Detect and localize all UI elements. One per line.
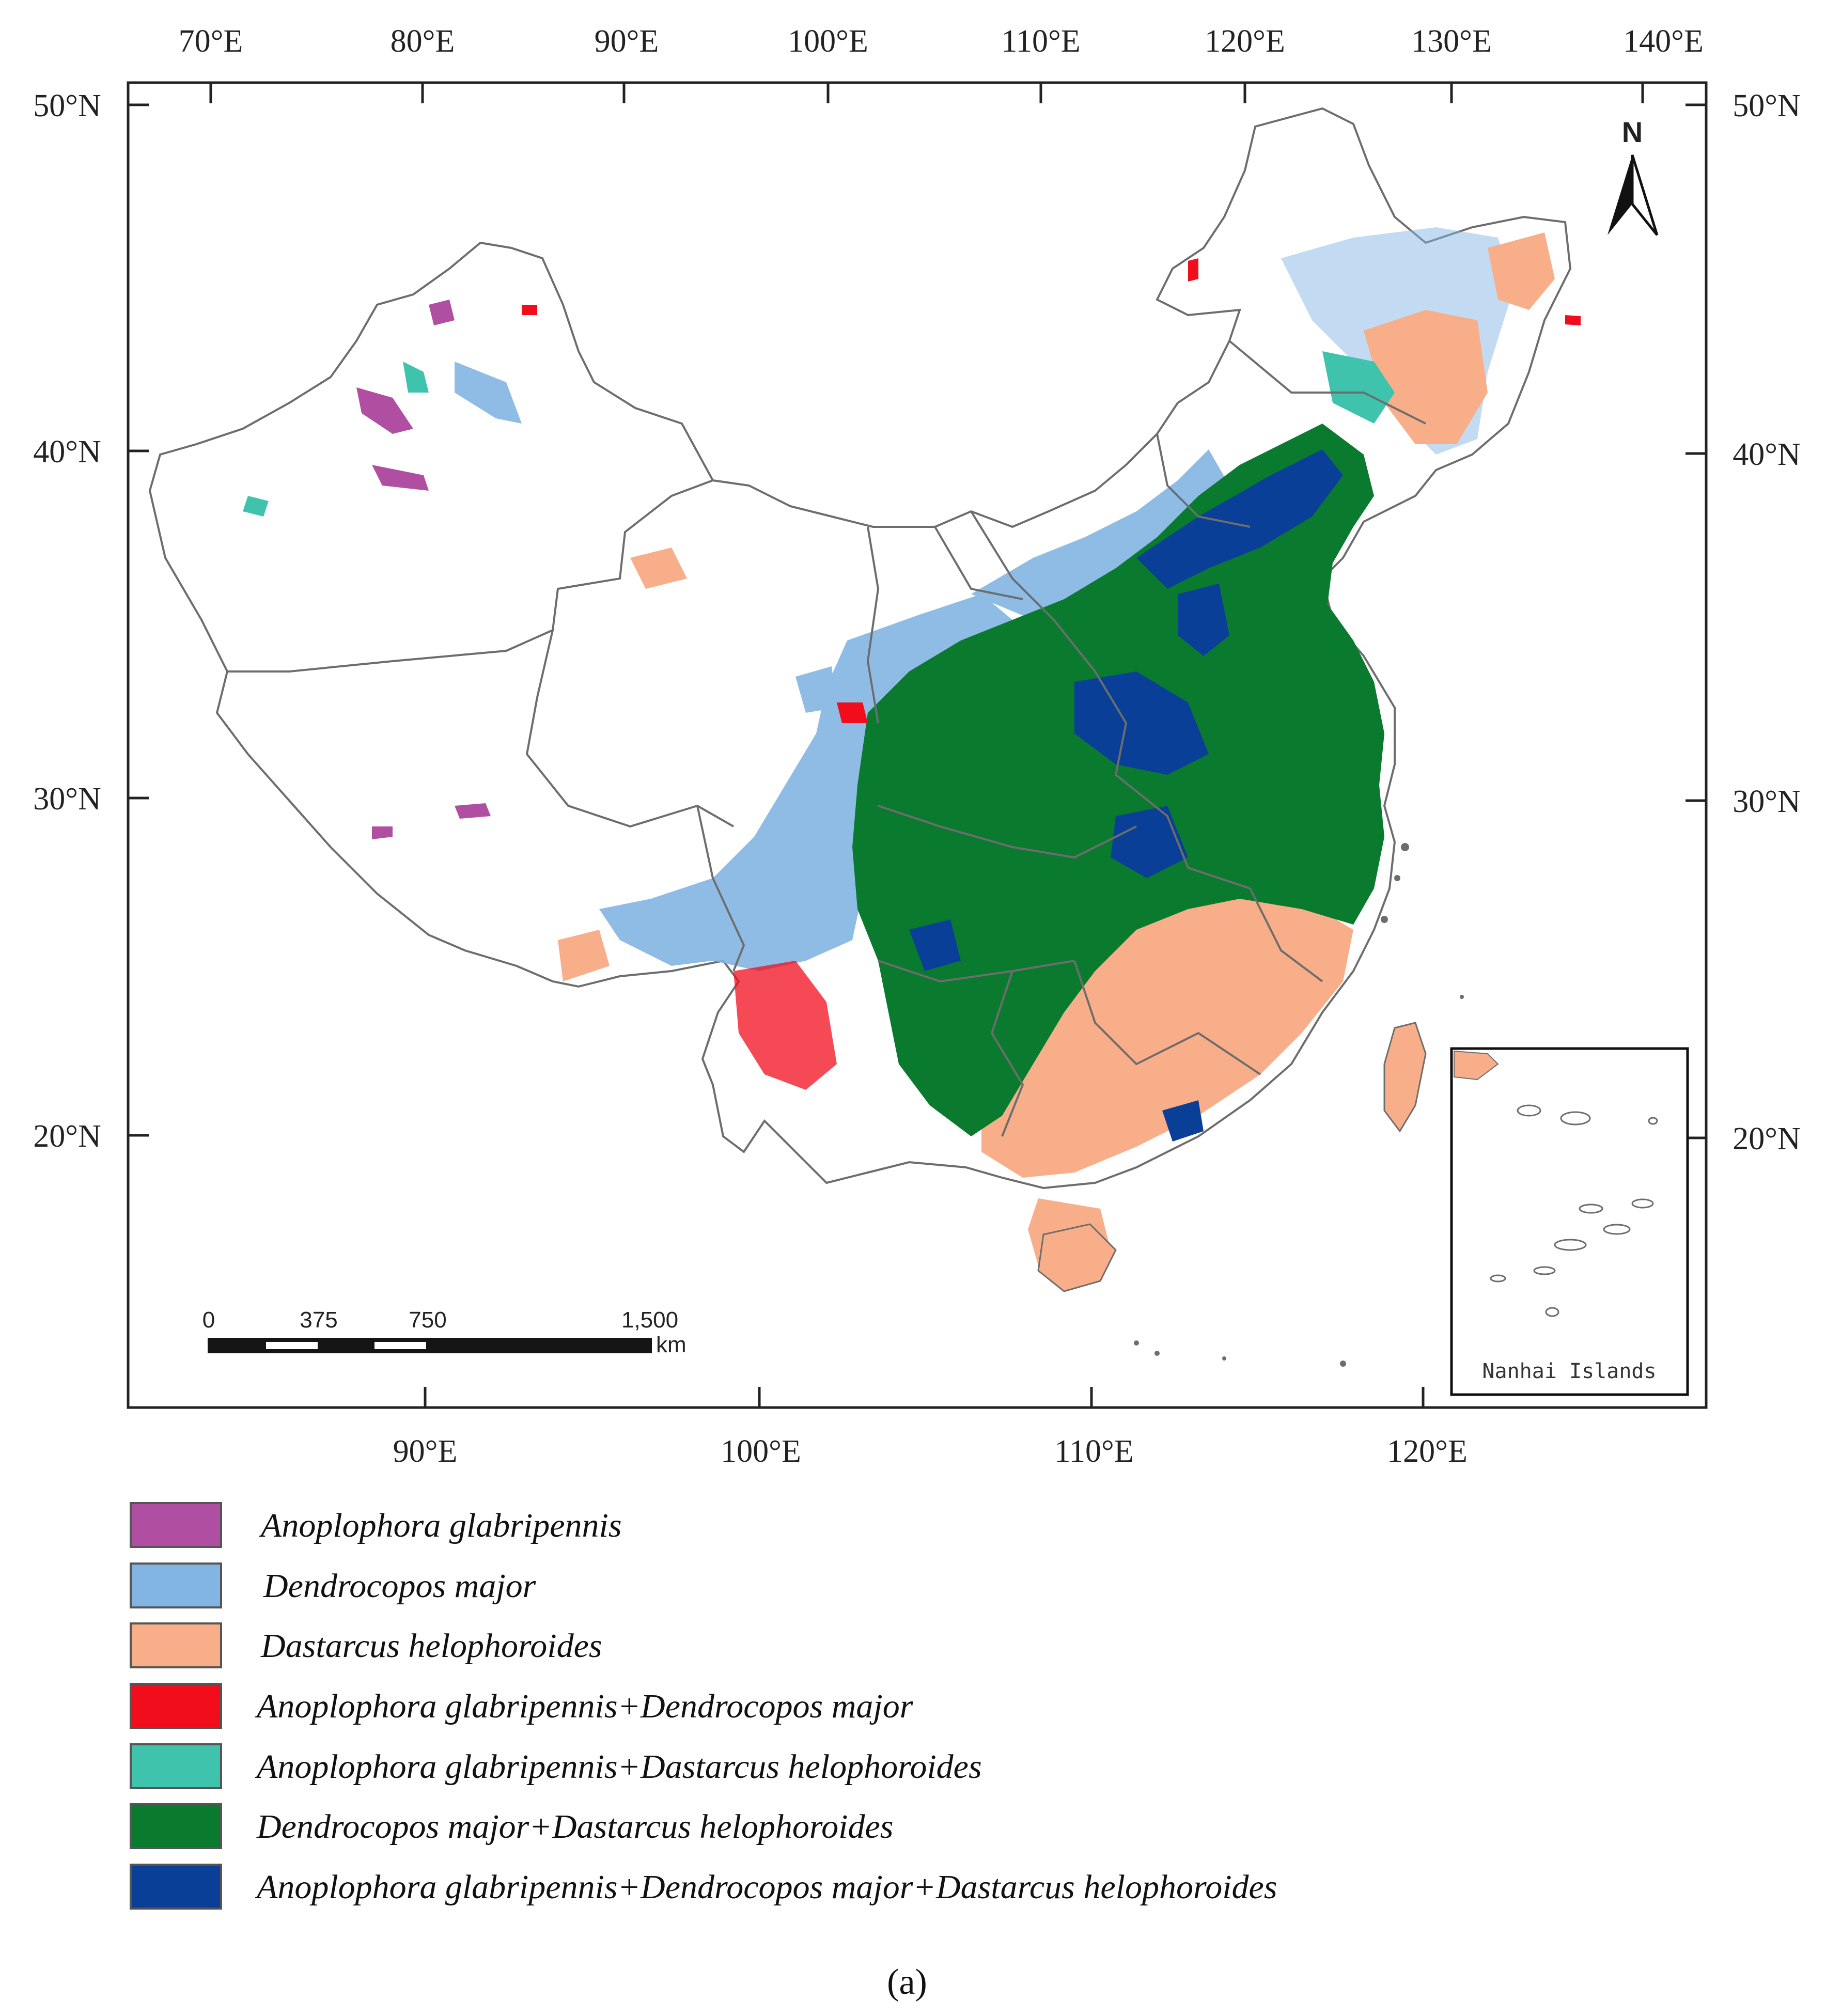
top-tick-120e: 120°E (1205, 24, 1285, 59)
coastal-islands (1134, 843, 1464, 1367)
legend-item-dastarcus: Dastarcus helophoroides (130, 1622, 602, 1668)
scale-unit: km (656, 1332, 686, 1357)
scale-label-750: 750 (409, 1307, 446, 1333)
province-borders (227, 340, 1426, 1137)
scale-label-1500: 1,500 (621, 1307, 678, 1333)
legend-swatch-dendrocopos (130, 1562, 222, 1608)
top-tick-90e: 90°E (595, 24, 659, 59)
legend-swatch-ano-den (130, 1683, 222, 1729)
legend-label-den-das: Dendrocopos major+Dastarcus helophoroide… (256, 1808, 893, 1846)
north-arrow-label: N (1622, 116, 1643, 148)
figure-caption: (a) (887, 1962, 927, 2002)
legend-item-dendrocopos: Dendrocopos major (130, 1562, 536, 1608)
inset-label: Nanhai Islands (1482, 1359, 1656, 1383)
legend-item-all-three: Anoplophora glabripennis+Dendrocopos maj… (130, 1864, 1277, 1910)
bottom-tick-90e: 90°E (393, 1434, 458, 1469)
legend-swatch-den-das (130, 1803, 222, 1849)
left-axis-labels: 50°N 40°N 30°N 20°N (33, 88, 101, 1154)
right-tick-30n: 30°N (1733, 784, 1801, 819)
nanhai-inset: Nanhai Islands (1450, 1047, 1689, 1396)
top-tick-130e: 130°E (1411, 24, 1492, 59)
legend-swatch-anoplophora (130, 1502, 222, 1548)
bottom-tick-110e: 110°E (1054, 1434, 1133, 1469)
legend-swatch-dastarcus (130, 1622, 222, 1668)
bottom-axis-labels: 90°E 100°E 110°E 120°E (393, 1434, 1468, 1469)
bottom-tick-120e: 120°E (1387, 1434, 1468, 1469)
legend-label-all-three: Anoplophora glabripennis+Dendrocopos maj… (255, 1868, 1277, 1906)
zone-all-three (909, 449, 1343, 1142)
right-axis-labels: 50°N 40°N 30°N 20°N (1733, 88, 1801, 1157)
legend-item-ano-das: Anoplophora glabripennis+Dastarcus helop… (130, 1743, 982, 1789)
scale-bar: 0 375 750 1,500 km (202, 1307, 686, 1357)
right-tick-40n: 40°N (1733, 437, 1801, 472)
zone-ano-das (243, 351, 1395, 517)
north-arrow: N (1607, 116, 1659, 236)
bottom-tick-100e: 100°E (721, 1434, 801, 1469)
legend-label-ano-das: Anoplophora glabripennis+Dastarcus helop… (255, 1748, 982, 1786)
left-tick-40n: 40°N (33, 434, 101, 470)
right-tick-50n: 50°N (1733, 88, 1801, 123)
legend: Anoplophora glabripennis Dendrocopos maj… (130, 1502, 1277, 1910)
top-tick-100e: 100°E (788, 24, 868, 59)
top-tick-110e: 110°E (1001, 24, 1080, 59)
top-tick-70e: 70°E (179, 24, 243, 59)
left-tick-30n: 30°N (33, 782, 101, 817)
left-tick-50n: 50°N (33, 88, 101, 123)
legend-label-dastarcus: Dastarcus helophoroides (260, 1627, 602, 1665)
legend-label-dendrocopos: Dendrocopos major (263, 1567, 536, 1605)
scale-label-0: 0 (202, 1307, 215, 1333)
hainan-island (1037, 1223, 1117, 1292)
left-tick-20n: 20°N (33, 1119, 101, 1154)
top-tick-80e: 80°E (391, 24, 455, 59)
legend-swatch-all-three (130, 1864, 222, 1910)
zone-anoplophora (356, 300, 491, 839)
legend-item-anoplophora: Anoplophora glabripennis (130, 1502, 622, 1548)
scale-label-375: 375 (300, 1307, 337, 1333)
legend-item-den-das: Dendrocopos major+Dastarcus helophoroide… (130, 1803, 893, 1849)
zone-ano-den (522, 258, 1581, 1090)
legend-item-ano-den: Anoplophora glabripennis+Dendrocopos maj… (130, 1683, 913, 1729)
legend-label-ano-den: Anoplophora glabripennis+Dendrocopos maj… (255, 1687, 913, 1725)
top-tick-140e: 140°E (1623, 24, 1704, 59)
zone-den-das (852, 424, 1384, 1136)
legend-label-anoplophora: Anoplophora glabripennis (259, 1507, 622, 1544)
right-tick-20n: 20°N (1733, 1121, 1801, 1157)
legend-swatch-ano-das (130, 1743, 222, 1789)
top-axis-labels: 70°E 80°E 90°E 100°E 110°E 120°E 130°E 1… (179, 24, 1704, 59)
axis-ticks (128, 83, 1706, 1408)
taiwan-island (1383, 1022, 1427, 1133)
